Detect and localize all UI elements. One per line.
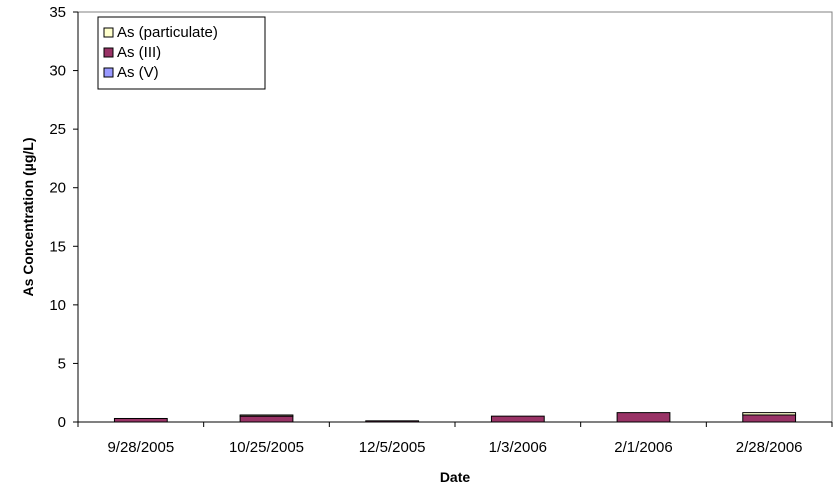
x-tick-label: 10/25/2005 (229, 439, 304, 456)
bar-segment-as-particulate (742, 412, 797, 416)
x-tick-label: 1/3/2006 (489, 439, 547, 456)
x-ticks: 9/28/2005 10/25/2005 12/5/2005 1/3/2006 2/1/… (77, 422, 833, 456)
x-axis-title: Date (440, 469, 471, 485)
bar-segment-as-iii (742, 414, 797, 423)
y-tick-label: 15 (49, 238, 66, 255)
y-tick-label: 25 (49, 121, 66, 138)
legend-swatch (103, 27, 114, 38)
legend-label: As (V) (117, 64, 159, 81)
legend-swatch (103, 67, 114, 78)
x-tick-label: 2/1/2006 (614, 439, 672, 456)
y-tick-label: 30 (49, 63, 66, 80)
x-tick-label: 9/28/2005 (107, 439, 174, 456)
y-ticks: 0 5 10 15 20 25 30 35 (49, 4, 78, 431)
bar-segment-as-iii (239, 415, 294, 423)
x-tick-label: 12/5/2005 (359, 439, 426, 456)
y-tick-label: 0 (58, 414, 66, 431)
bar-segment-as-iii (113, 417, 168, 423)
y-tick-label: 35 (49, 4, 66, 21)
legend: As (particulate) As (III) As (V) (97, 16, 266, 90)
y-tick-label: 20 (49, 180, 66, 197)
bar-segment-as-particulate (239, 414, 294, 417)
x-tick-label: 2/28/2006 (736, 439, 803, 456)
legend-box (97, 16, 266, 90)
bar-segment-as-iii (616, 412, 671, 423)
y-axis-title: As Concentration (µg/L) (20, 138, 36, 297)
legend-label: As (III) (117, 44, 161, 61)
y-tick-label: 10 (49, 297, 66, 314)
legend-swatch (103, 47, 114, 58)
y-tick-label: 5 (58, 355, 66, 372)
bar-segment-as-iii (490, 415, 545, 423)
legend-label: As (particulate) (117, 24, 218, 41)
